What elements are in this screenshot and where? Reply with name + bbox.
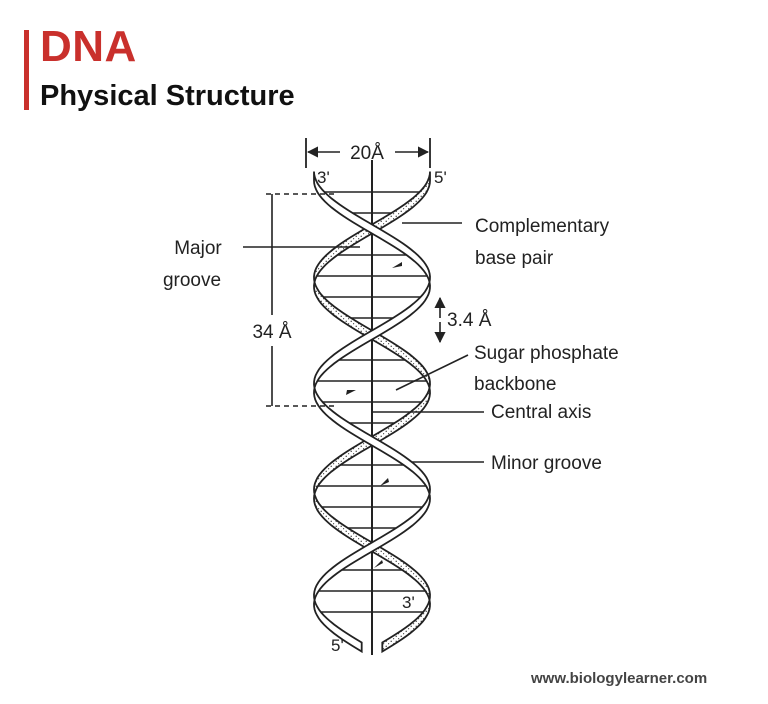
sugar-phosphate-label-line1: Sugar phosphate	[474, 343, 619, 364]
major-groove-label-line1: Major	[174, 238, 222, 259]
strand-arrow	[380, 478, 389, 486]
backbone-strand-1	[313, 171, 431, 654]
end-label-top-right: 5'	[434, 168, 447, 187]
rise-label: 3.4 Å	[447, 310, 492, 331]
complementary-label-line1: Complementary	[475, 216, 610, 237]
pitch-label: 34 Å	[252, 322, 291, 343]
website-footer: www.biologylearner.com	[531, 670, 708, 687]
page-title: DNA	[40, 22, 137, 71]
page-subtitle: Physical Structure	[40, 80, 295, 112]
major-groove-label-line2: groove	[163, 270, 221, 291]
width-label: 20Å	[350, 143, 384, 164]
strand-arrow	[392, 262, 402, 268]
sugar-phosphate-pointer	[395, 354, 469, 391]
title-accent-bar	[24, 30, 29, 110]
strand-arrow	[374, 560, 383, 568]
central-axis-label: Central axis	[491, 402, 591, 423]
complementary-label-line2: base pair	[475, 248, 554, 269]
sugar-phosphate-label-line2: backbone	[474, 374, 556, 395]
end-label-bottom-right: 3'	[402, 593, 415, 612]
minor-groove-label: Minor groove	[491, 453, 602, 474]
strand-arrow	[346, 390, 356, 395]
end-label-top-left: 3'	[317, 168, 330, 187]
end-label-bottom-left: 5'	[331, 636, 344, 655]
